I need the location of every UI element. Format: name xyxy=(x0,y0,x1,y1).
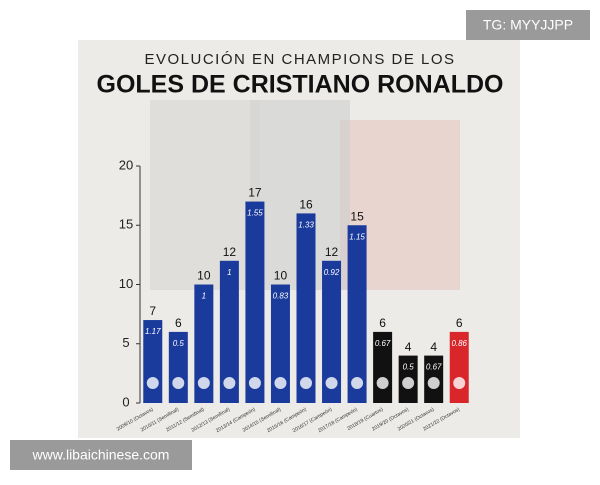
ratio-label: 0.86 xyxy=(451,339,467,348)
ratio-label: 0.5 xyxy=(173,339,185,348)
watermark: www.libaichinese.com xyxy=(32,447,170,463)
ratio-label: 0.67 xyxy=(375,339,391,348)
value-label: 17 xyxy=(248,186,262,200)
value-label: 6 xyxy=(456,316,463,330)
value-label: 6 xyxy=(379,316,386,330)
club-logo xyxy=(197,377,210,389)
ratio-label: 1.55 xyxy=(247,209,263,218)
bar xyxy=(194,284,214,403)
value-label: 12 xyxy=(223,245,237,259)
ratio-label: 0.92 xyxy=(324,268,340,277)
y-tick-label: 20 xyxy=(119,157,133,172)
value-label: 4 xyxy=(405,340,412,354)
club-logo xyxy=(223,377,236,389)
club-logo xyxy=(248,377,261,389)
player-image xyxy=(150,100,260,290)
watermark-box xyxy=(10,440,192,470)
ratio-label: 0.83 xyxy=(273,292,289,301)
value-label: 4 xyxy=(430,340,437,354)
value-label: 6 xyxy=(175,316,182,330)
ratio-label: 1.17 xyxy=(145,327,161,336)
club-logo xyxy=(274,377,287,389)
y-tick-label: 5 xyxy=(122,335,129,350)
club-logo xyxy=(427,377,440,389)
ratio-label: 1 xyxy=(227,268,231,277)
bar xyxy=(219,260,239,403)
ratio-label: 0.5 xyxy=(403,363,415,372)
club-logo xyxy=(402,377,415,389)
value-label: 16 xyxy=(299,198,313,212)
value-label: 10 xyxy=(197,269,211,283)
ratio-label: 1.33 xyxy=(298,221,314,230)
chart-subtitle: GOLES DE CRISTIANO RONALDO xyxy=(97,71,504,99)
ratio-label: 0.67 xyxy=(426,363,442,372)
bar xyxy=(296,213,316,403)
bar xyxy=(322,260,342,403)
club-logo xyxy=(146,377,159,389)
y-tick-label: 10 xyxy=(119,276,133,291)
club-logo xyxy=(351,377,364,389)
club-logo xyxy=(172,377,185,389)
club-logo xyxy=(300,377,312,389)
y-tick-label: 15 xyxy=(119,217,133,232)
club-logo xyxy=(376,377,389,389)
value-label: 12 xyxy=(325,245,339,259)
chart-title: EVOLUCIÓN EN CHAMPIONS DE LOS xyxy=(144,51,455,68)
bar xyxy=(245,201,265,403)
ratio-label: 1 xyxy=(202,292,206,301)
bar xyxy=(347,225,367,403)
watermark: TG: MYYJJPP xyxy=(483,17,573,33)
club-logo xyxy=(325,377,338,389)
value-label: 7 xyxy=(149,304,156,318)
watermark-box xyxy=(466,10,590,40)
bar xyxy=(270,284,290,403)
value-label: 15 xyxy=(350,209,364,223)
y-tick-label: 0 xyxy=(122,394,129,409)
ratio-label: 1.15 xyxy=(349,232,365,241)
value-label: 10 xyxy=(274,269,288,283)
club-logo xyxy=(453,377,466,389)
